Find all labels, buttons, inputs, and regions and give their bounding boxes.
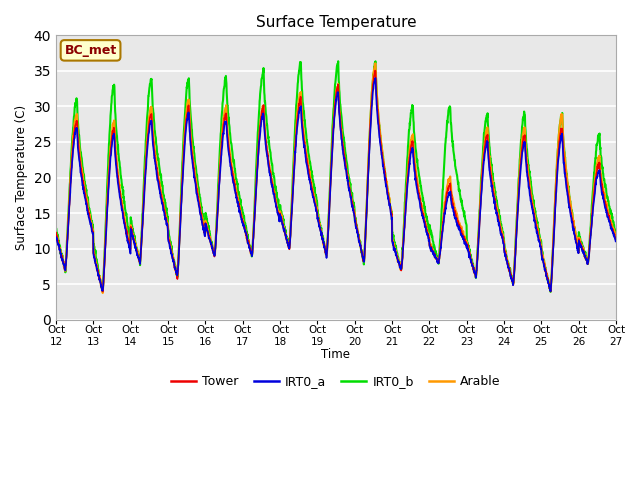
X-axis label: Time: Time (321, 348, 351, 361)
Title: Surface Temperature: Surface Temperature (255, 15, 416, 30)
Text: BC_met: BC_met (65, 44, 116, 57)
Y-axis label: Surface Temperature (C): Surface Temperature (C) (15, 105, 28, 250)
Legend: Tower, IRT0_a, IRT0_b, Arable: Tower, IRT0_a, IRT0_b, Arable (166, 370, 506, 393)
